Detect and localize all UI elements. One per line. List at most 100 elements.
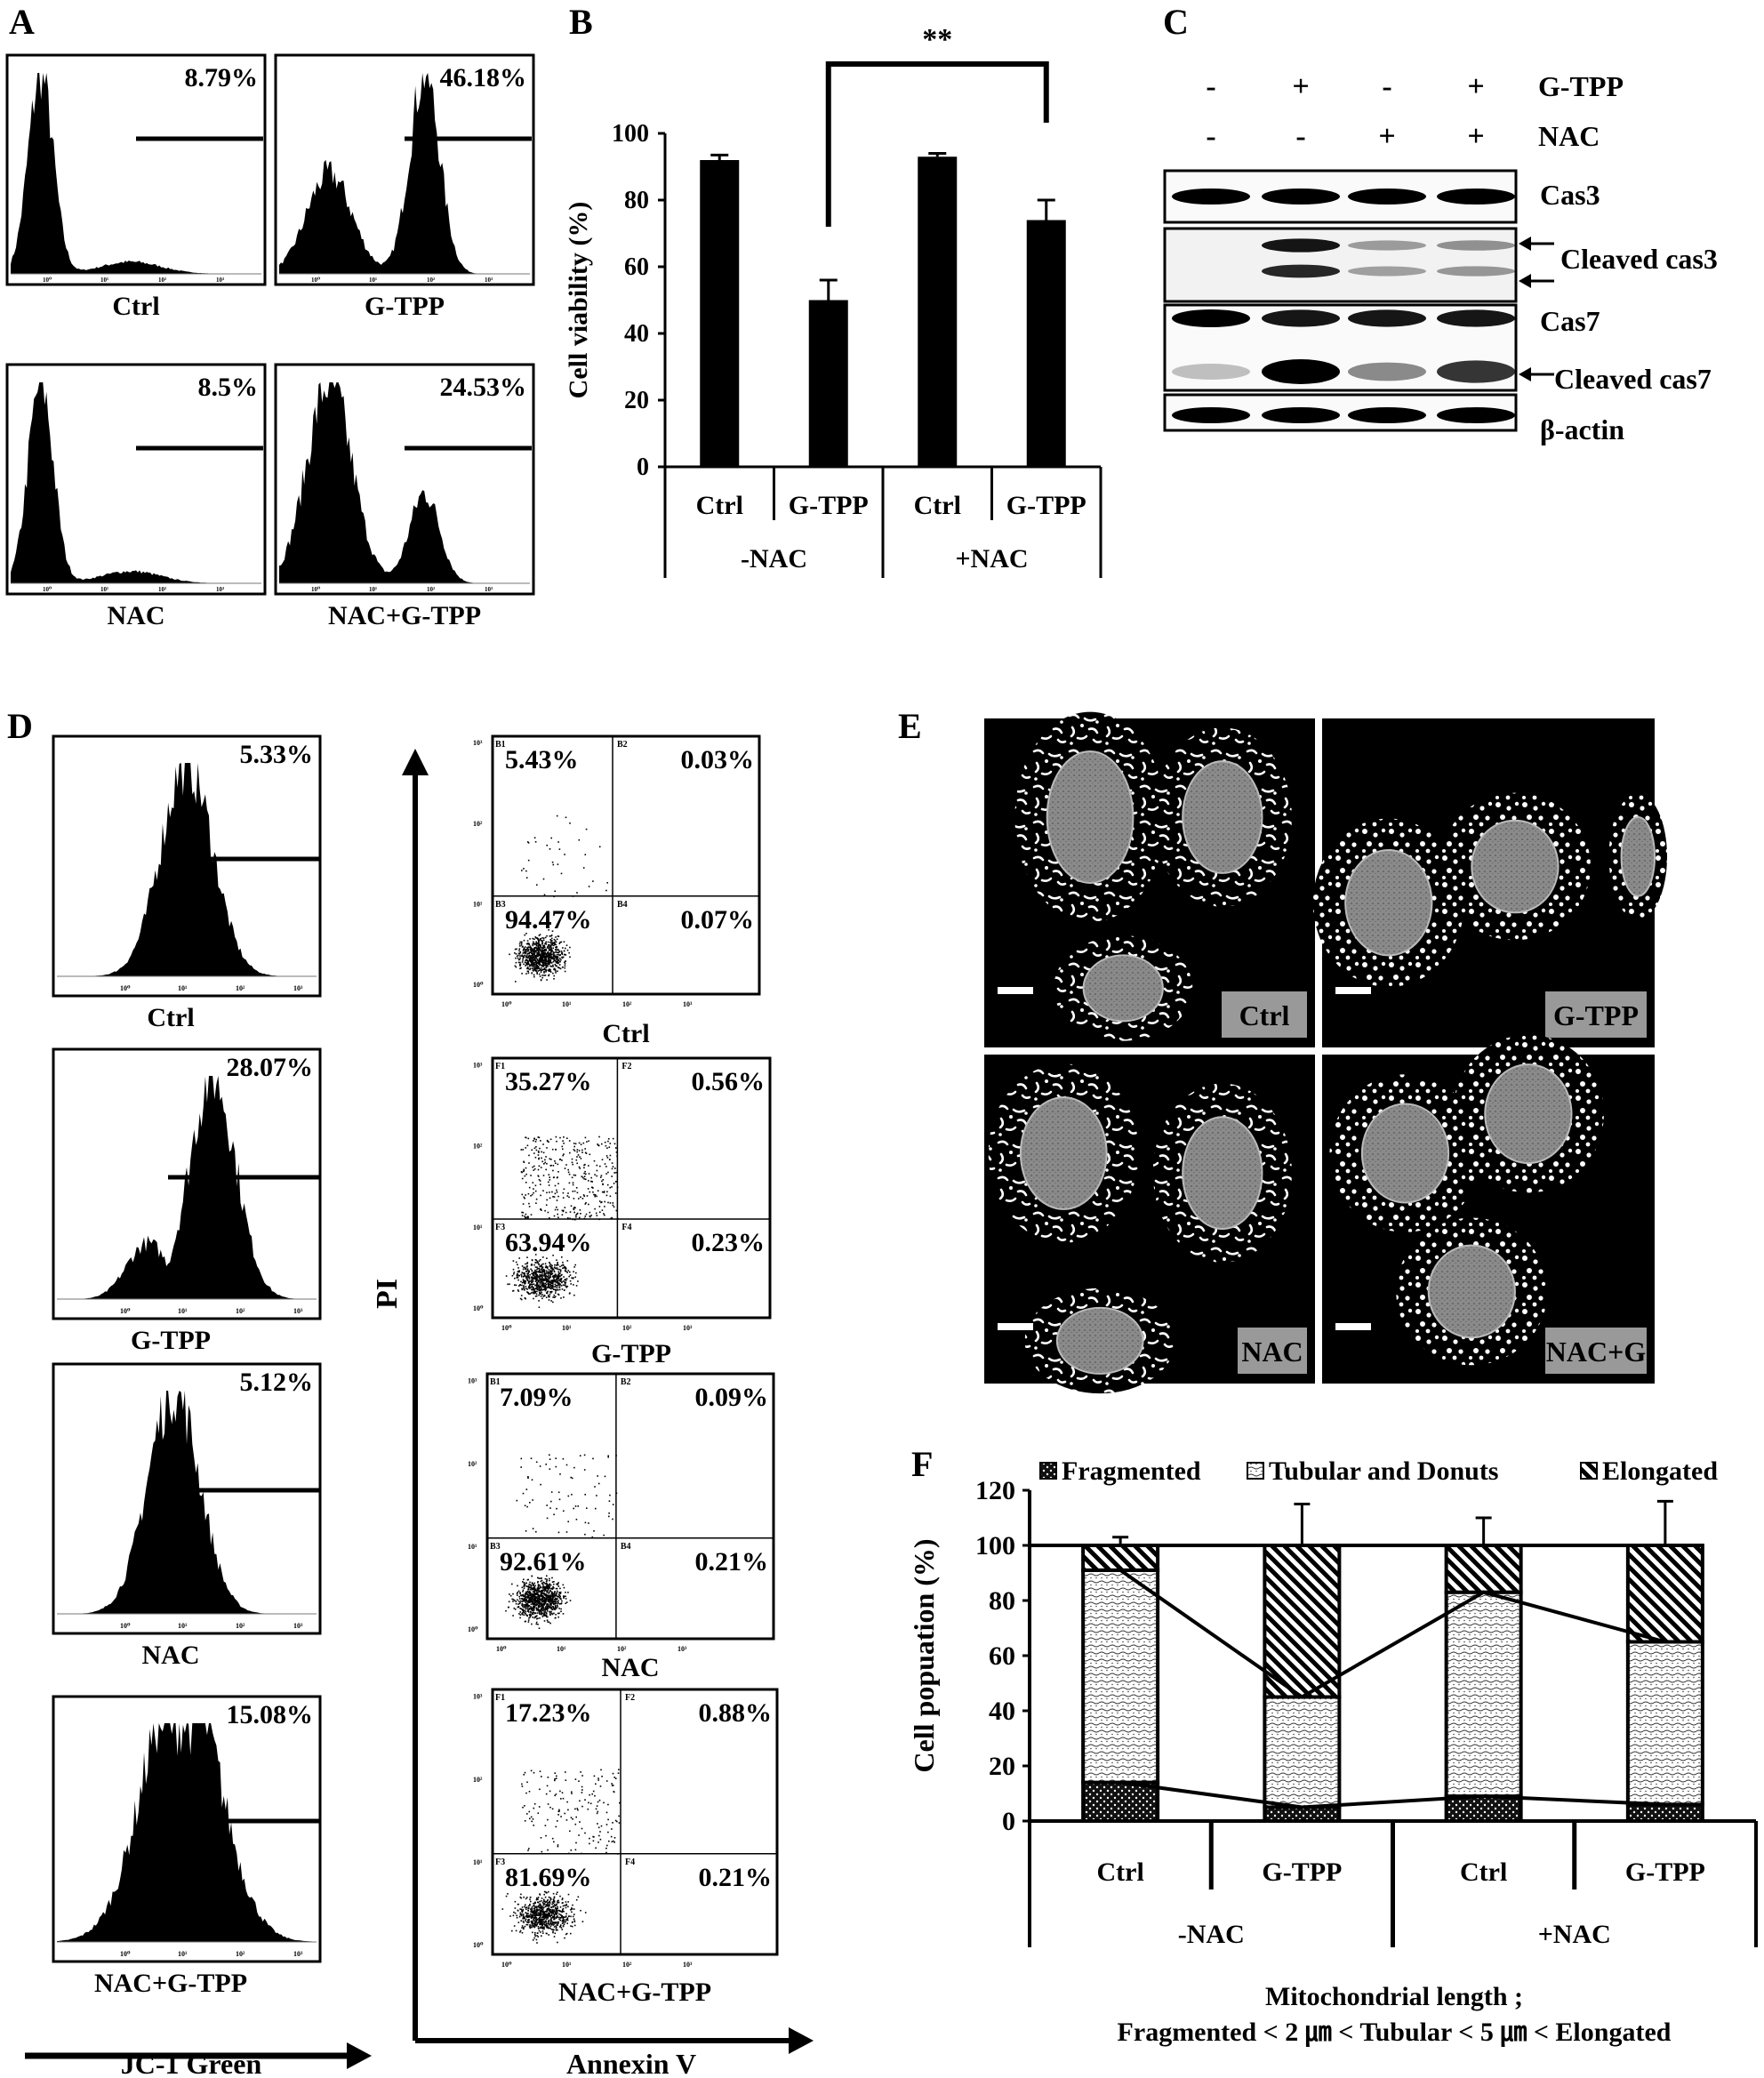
scatter-point [581,1852,582,1855]
scatter-point [612,1137,614,1140]
scatter-point [529,1581,531,1584]
scatter-point [536,1279,539,1280]
scatter-point [553,1176,555,1178]
scatter-point [529,1600,531,1602]
scatter-point [614,1147,617,1149]
scatter-point [522,1149,524,1151]
scatter-point [517,1601,520,1602]
scatter-point [551,1272,554,1274]
tick-label: 10⁰ [311,277,320,284]
scatter-point [533,1593,535,1595]
scatter-point [603,1213,605,1215]
scatter-point [605,1166,607,1167]
scatter-point [555,1907,557,1909]
scatter-point [527,1274,529,1276]
scatter-point [532,1617,533,1618]
scatter-point [553,1909,556,1911]
scatter-point [525,1194,526,1196]
scatter-point [541,959,543,961]
scatter-point [509,1594,512,1597]
scatter-point [559,1591,562,1593]
scatter-point [584,1521,587,1524]
treatment-sign: - [1382,70,1391,103]
scatter-point [543,1275,545,1277]
scatter-point [514,1907,517,1909]
scatter-point [555,1907,557,1910]
scatter-point [564,1281,565,1283]
scatter-point [542,1615,545,1617]
scatter-point [546,1578,548,1580]
scatter-point [549,1579,550,1582]
scatter-point [514,965,517,967]
scatter-point [530,1586,532,1589]
scatter-point [532,1499,533,1501]
scatter-point [542,1912,545,1914]
gate-percentage: 5.12% [240,1368,314,1397]
blot-band [1437,240,1515,251]
scatter-point [539,1908,541,1911]
scatter-point [525,1920,526,1922]
scatter-point [566,1272,568,1273]
tick-label: 10² [158,277,166,284]
scatter-point [537,1585,540,1588]
scatter-point [549,939,551,941]
scatter-point [554,1922,557,1924]
scatter-point [577,1280,579,1282]
scatter-point [559,1159,562,1160]
scatter-point [542,1903,545,1906]
scatter-point [538,967,540,969]
scatter-point [547,1927,549,1930]
scatter-point [547,1603,549,1605]
scatter-point [553,1896,556,1898]
scatter-point [537,1617,539,1619]
scatter-point [544,1285,546,1287]
scatter-point [527,1619,530,1621]
scatter-point [546,1612,548,1614]
scatter-point [540,938,541,940]
scatter-point [521,1586,524,1589]
scatter-point [517,1599,518,1601]
scatter-point [542,1263,544,1265]
scatter-point [519,1611,521,1613]
scatter-point [612,1785,614,1786]
scatter-point [529,964,531,966]
scatter-point [531,1278,533,1280]
scatter-point [605,1847,607,1849]
scatter-point [531,947,533,950]
scatter-point [544,975,547,976]
scatter-point [592,880,594,882]
scatter-point [548,969,549,971]
scatter-point [536,1295,538,1297]
scatter-point [594,1207,596,1210]
scatter-point [549,1191,550,1193]
scatter-point [549,1468,551,1470]
scatter-point [531,951,533,952]
scatter-point [535,1288,537,1289]
scatter-point [549,1910,551,1913]
scatter-point [567,1217,569,1219]
scatter-point [523,1266,525,1269]
scatter-point [536,1601,539,1602]
scatter-point [536,1284,539,1286]
scatter-point [557,1263,558,1264]
blot-band [1172,189,1250,205]
scatter-point [522,950,525,951]
scatter-point [537,938,539,941]
scatter-point [543,1923,546,1926]
scatter-point [525,1906,528,1908]
scatter-point [538,1594,541,1597]
scatter-point [525,1147,526,1149]
scatter-point [549,952,550,955]
scatter-point [569,1217,571,1220]
scatter-point [555,1917,557,1919]
scatter-point [557,1283,559,1285]
scatter-point [544,1586,546,1588]
scatter-point [545,1915,547,1917]
scatter-point [557,1604,558,1607]
scatter-point [541,1281,543,1283]
scatter-point [552,1288,554,1289]
scatter-point [528,1608,531,1609]
scatter-point [569,1211,572,1213]
scatter-point [533,1825,534,1826]
